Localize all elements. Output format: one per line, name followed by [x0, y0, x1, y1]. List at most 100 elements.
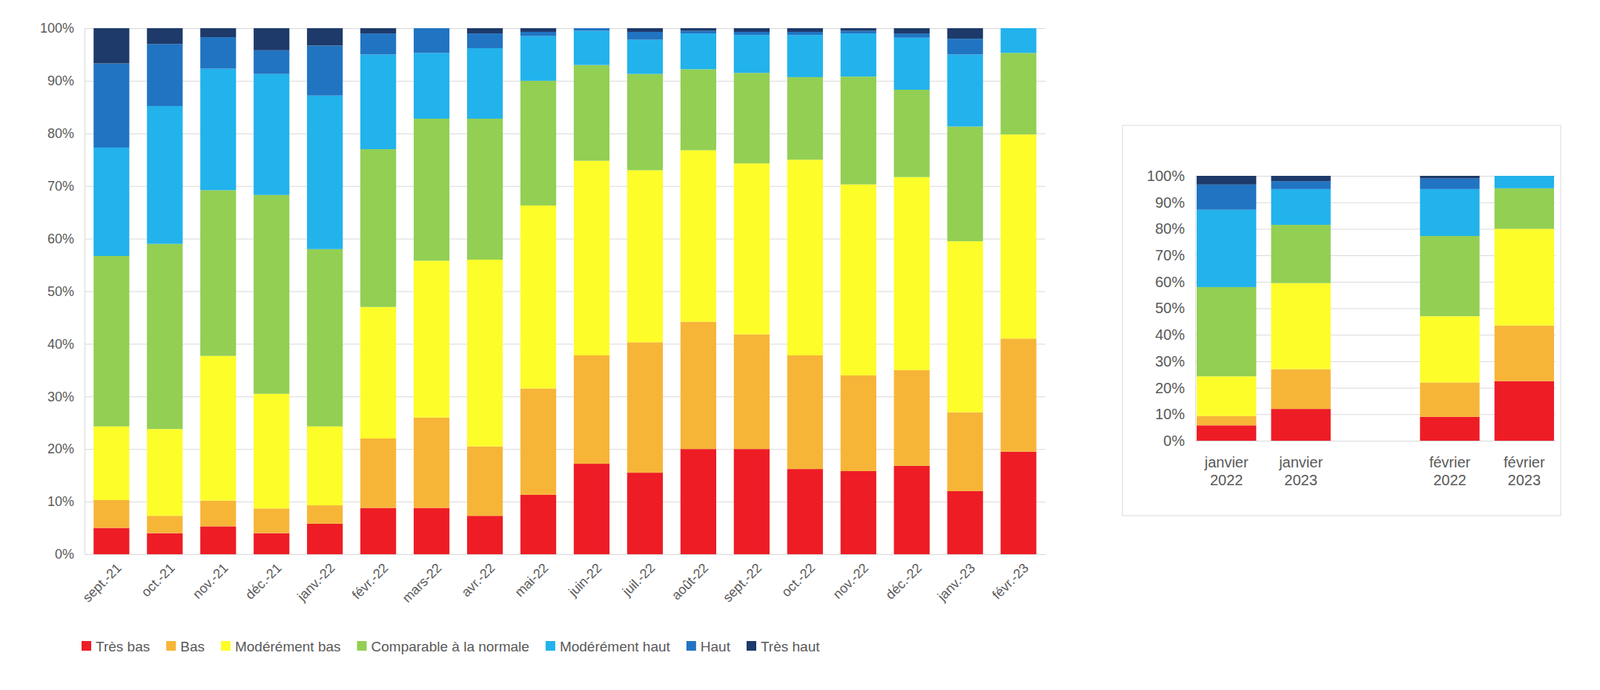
- legend-swatch: [746, 640, 757, 651]
- bar-segment: [520, 388, 557, 495]
- bar-segment: [360, 507, 396, 554]
- bar-segment: [1196, 209, 1256, 287]
- legend-label: Haut: [700, 638, 732, 654]
- x-tick-label-line: 2023: [1508, 471, 1542, 488]
- x-tick-label-line: janvier: [1204, 453, 1249, 471]
- bar-segment: [627, 31, 663, 41]
- bar-segment: [787, 77, 823, 160]
- bar-segment: [146, 106, 183, 244]
- y-tick-label: 10%: [1155, 405, 1185, 422]
- bar-segment: [734, 163, 770, 334]
- bar-segment: [200, 189, 236, 356]
- x-tick-label-line: février: [1429, 453, 1471, 471]
- bar-segment: [680, 68, 717, 150]
- x-tick-label: oct.-21: [138, 559, 178, 600]
- y-tick-label: 0%: [54, 546, 75, 562]
- bar-segment: [93, 28, 130, 64]
- bar-segment: [1000, 52, 1037, 135]
- y-tick-label: 60%: [1155, 273, 1185, 290]
- chart: 0%10%20%30%40%50%60%70%80%90%100%sept.-2…: [40, 20, 1047, 654]
- bar-segment: [1270, 224, 1331, 284]
- x-tick-label: février2023: [1503, 453, 1546, 488]
- x-tick-label: oct.-22: [778, 559, 818, 600]
- bar-segment: [200, 500, 236, 527]
- bar-segment: [1270, 408, 1331, 441]
- bar-segment: [1270, 369, 1331, 410]
- background: [0, 0, 1600, 690]
- bar-segment: [253, 533, 290, 554]
- y-tick-label: 90%: [47, 73, 75, 89]
- bar-segment: [93, 63, 130, 148]
- x-tick: janvier2023: [1278, 440, 1323, 488]
- x-tick-label-line: 2023: [1284, 471, 1318, 488]
- bar-segment: [573, 28, 610, 29]
- bar-segment: [840, 76, 877, 184]
- bar-segment: [93, 147, 130, 256]
- bar-segment: [253, 507, 290, 533]
- bar-segment: [413, 417, 450, 508]
- bar-segment: [93, 499, 130, 528]
- bar-segment: [680, 448, 717, 554]
- y-tick-label: 80%: [1155, 220, 1185, 237]
- bar-segment: [520, 205, 557, 389]
- bar-segment: [200, 37, 236, 69]
- x-tick-label: sept.-21: [80, 559, 125, 605]
- bar-segment: [573, 65, 610, 161]
- x-tick: mars-22: [399, 553, 445, 606]
- x-tick-label-line: 2022: [1433, 471, 1467, 488]
- y-tick-label: 30%: [47, 389, 75, 405]
- legend-swatch: [220, 640, 231, 651]
- bar-segment: [1419, 235, 1480, 316]
- bar-segment: [1196, 375, 1256, 416]
- bar-segment: [413, 507, 450, 554]
- bar-segment: [520, 31, 557, 37]
- legend-item: Modérément haut: [545, 638, 671, 654]
- y-tick-label: 100%: [1146, 167, 1185, 184]
- x-tick: oct.-22: [778, 553, 818, 600]
- bar-segment: [306, 28, 343, 46]
- x-axis: sept.-21oct.-21nov.-21déc.-21janv.-22fév…: [80, 553, 1047, 606]
- bar-series: [93, 28, 984, 64]
- bar-segment: [787, 34, 823, 78]
- bar-segment: [1494, 175, 1555, 189]
- x-tick: déc.-21: [242, 553, 285, 603]
- bars: [1196, 175, 1555, 441]
- bar-segment: [1000, 28, 1037, 29]
- bar-segment: [253, 50, 290, 75]
- bar-segment: [1270, 283, 1331, 370]
- bar-segment: [734, 31, 770, 35]
- bar-segment: [146, 43, 183, 107]
- x-tick-label: mai-22: [511, 559, 551, 600]
- bar-segment: [1000, 28, 1037, 53]
- bar-series: [93, 52, 1037, 429]
- bar-segment: [627, 169, 663, 342]
- bar-segment: [253, 393, 290, 509]
- bar-segment: [1494, 188, 1555, 230]
- x-tick: janvier2022: [1204, 440, 1249, 488]
- bar-segment: [573, 463, 610, 554]
- bar-segment: [306, 426, 343, 505]
- bar-segment: [146, 28, 183, 44]
- bar-segment: [1494, 381, 1555, 441]
- bar-segment: [1419, 381, 1480, 416]
- x-tick: nov.-21: [189, 553, 232, 602]
- bar-segment: [467, 48, 503, 119]
- bar-segment: [413, 28, 450, 29]
- y-tick-label: 50%: [47, 283, 75, 299]
- legend-swatch: [545, 640, 556, 651]
- bar-series: [1196, 188, 1555, 376]
- bar-segment: [894, 465, 930, 554]
- y-tick-label: 90%: [1155, 194, 1185, 211]
- x-tick: janv.-22: [293, 553, 338, 605]
- bar-segment: [360, 306, 396, 439]
- x-tick-label: août-22: [668, 559, 712, 603]
- bar-segment: [840, 470, 877, 554]
- x-tick-label: janv.-22: [293, 559, 338, 604]
- x-tick-label: mars-22: [399, 559, 445, 606]
- bar-segment: [680, 149, 717, 322]
- x-tick: août-22: [668, 553, 712, 603]
- x-tick-label: janvier2022: [1204, 453, 1249, 488]
- x-tick: déc.-22: [883, 553, 926, 603]
- bar-segment: [467, 515, 503, 554]
- x-tick-label-line: février: [1503, 453, 1546, 471]
